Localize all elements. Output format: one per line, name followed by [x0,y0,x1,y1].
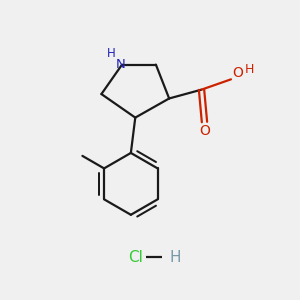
Text: H: H [169,250,181,265]
Text: N: N [116,58,125,70]
Text: H: H [106,47,115,60]
Text: Cl: Cl [128,250,142,265]
Text: H: H [244,62,254,76]
Text: O: O [199,124,210,138]
Text: O: O [232,66,243,80]
